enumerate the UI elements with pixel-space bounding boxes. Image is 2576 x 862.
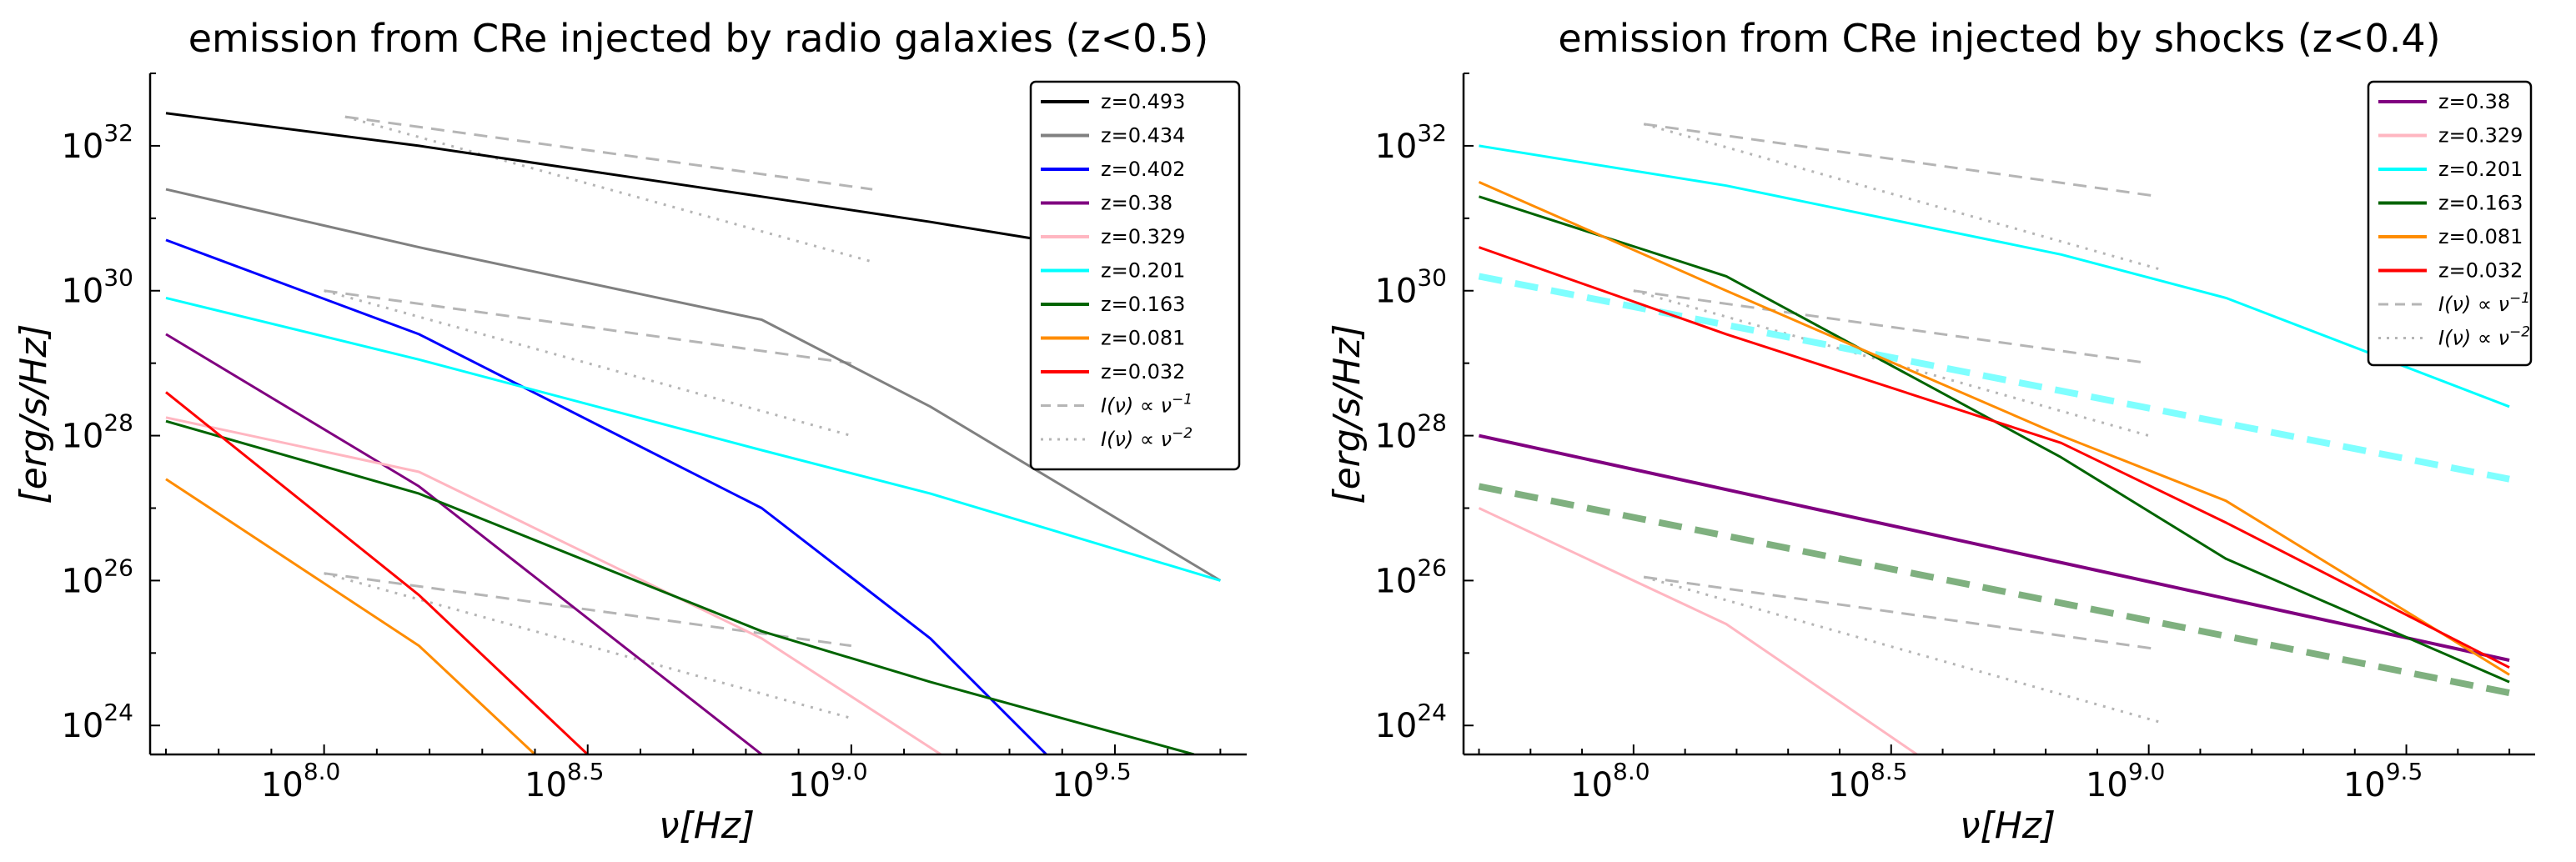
legend-box: [2367, 80, 2533, 367]
series-line-z=0.081: [1478, 181, 2510, 676]
legend-label: I(ν) ∝ ν−2: [1101, 425, 1193, 451]
legend-label: z=0.329: [1101, 225, 1185, 248]
chart-title: emission from CRe injected by shocks (z<…: [1558, 16, 2440, 61]
y-tick-label: 1028: [61, 409, 133, 456]
series-line-z=0.032: [165, 391, 589, 754]
legend-label: I(ν) ∝ ν−2: [2438, 324, 2530, 350]
series-line-z=0.201: [1479, 144, 2510, 408]
y-axis-label: [erg/s/Hz]: [1326, 323, 1368, 504]
x-tick-label: 108.5: [1828, 758, 1907, 804]
series-line-z=0.434: [165, 188, 1222, 582]
series-line-z=0.329: [165, 416, 942, 754]
plot-area: [1478, 123, 2510, 754]
panel-shocks: emission from CRe injected by shocks (z<…: [1326, 16, 2535, 847]
legend-label: z=0.163: [1101, 293, 1185, 316]
x-axis-label: ν[Hz]: [1960, 804, 2056, 847]
legend-label: z=0.163: [2438, 192, 2523, 215]
series-line-z=0.032: [1479, 246, 2510, 669]
y-tick-label: 1026: [61, 554, 133, 600]
series-line-z=0.081: [165, 478, 536, 754]
legend-label: I(ν) ∝ ν−1: [2438, 290, 2530, 316]
legend-label: z=0.38: [2438, 90, 2510, 113]
y-tick-label: 1024: [61, 699, 133, 745]
x-tick-label: 109.0: [788, 758, 867, 804]
x-tick-label: 108.0: [1570, 758, 1650, 804]
guide-line-nu-minus-1: [324, 289, 852, 365]
x-axis-label: ν[Hz]: [659, 804, 755, 847]
x-tick-label: 109.0: [2086, 758, 2165, 804]
y-tick-label: 1032: [61, 119, 133, 166]
y-tick-label: 1032: [1374, 119, 1447, 166]
thick-dashed-line-1: [1478, 483, 2510, 697]
series-line-z=0.38: [165, 333, 763, 754]
legend-label: z=0.38: [1101, 192, 1173, 215]
legend-label: z=0.434: [1101, 124, 1185, 148]
x-tick-label: 108.5: [525, 758, 604, 804]
guide-line-nu-minus-1: [1643, 575, 2160, 651]
legend-label: z=0.032: [2438, 259, 2523, 283]
guide-line-nu-minus-2: [1643, 575, 2160, 724]
series-line-z=0.163: [165, 419, 1195, 754]
legend-label: z=0.493: [1101, 90, 1185, 113]
legend-label: z=0.402: [1101, 158, 1185, 181]
y-tick-label: 1030: [61, 264, 133, 311]
panel-radio-galaxies: emission from CRe injected by radio gala…: [13, 16, 1247, 847]
guide-line-nu-minus-2: [1643, 123, 2160, 271]
guide-line-nu-minus-1: [324, 572, 852, 648]
legend-label: I(ν) ∝ ν−1: [1101, 392, 1193, 418]
series-line-z=0.402: [165, 238, 1047, 754]
legend-label: z=0.081: [1101, 327, 1185, 350]
legend-label: z=0.032: [1101, 360, 1185, 383]
series-line-z=0.329: [1478, 507, 1918, 754]
legend-label: z=0.201: [2438, 158, 2523, 181]
guide-line-nu-minus-2: [324, 289, 852, 438]
guide-line-nu-minus-1: [1633, 289, 2149, 365]
x-tick-label: 109.5: [2343, 758, 2423, 804]
y-tick-label: 1026: [1374, 554, 1447, 600]
series-line-z=0.163: [1479, 195, 2510, 684]
chart-title: emission from CRe injected by radio gala…: [188, 16, 1208, 61]
y-axis-label: [erg/s/Hz]: [13, 323, 55, 504]
y-tick-label: 1028: [1374, 409, 1447, 456]
x-tick-label: 108.0: [261, 758, 340, 804]
legend-label: z=0.081: [2438, 225, 2523, 248]
x-tick-label: 109.5: [1052, 758, 1131, 804]
legend: z=0.38 z=0.329 z=0.201 z=0.163 z=0.081 z=0.03…: [2367, 80, 2533, 367]
guide-line-nu-minus-1: [344, 115, 873, 191]
guide-line-nu-minus-2: [344, 115, 873, 263]
series-line-z=0.493: [165, 112, 1221, 271]
thick-dashed-line-0: [1478, 273, 2510, 483]
legend-label: z=0.201: [1101, 259, 1185, 283]
legend: z=0.493 z=0.434 z=0.402 z=0.38 z=0.329 z=0.20…: [1029, 80, 1241, 471]
series-line-z=0.201: [165, 296, 1221, 582]
plot-area: [165, 112, 1222, 754]
y-tick-label: 1030: [1374, 264, 1447, 311]
legend-label: z=0.329: [2438, 124, 2523, 148]
y-tick-label: 1024: [1374, 699, 1447, 745]
series-line-z=0.38: [1479, 434, 2510, 662]
